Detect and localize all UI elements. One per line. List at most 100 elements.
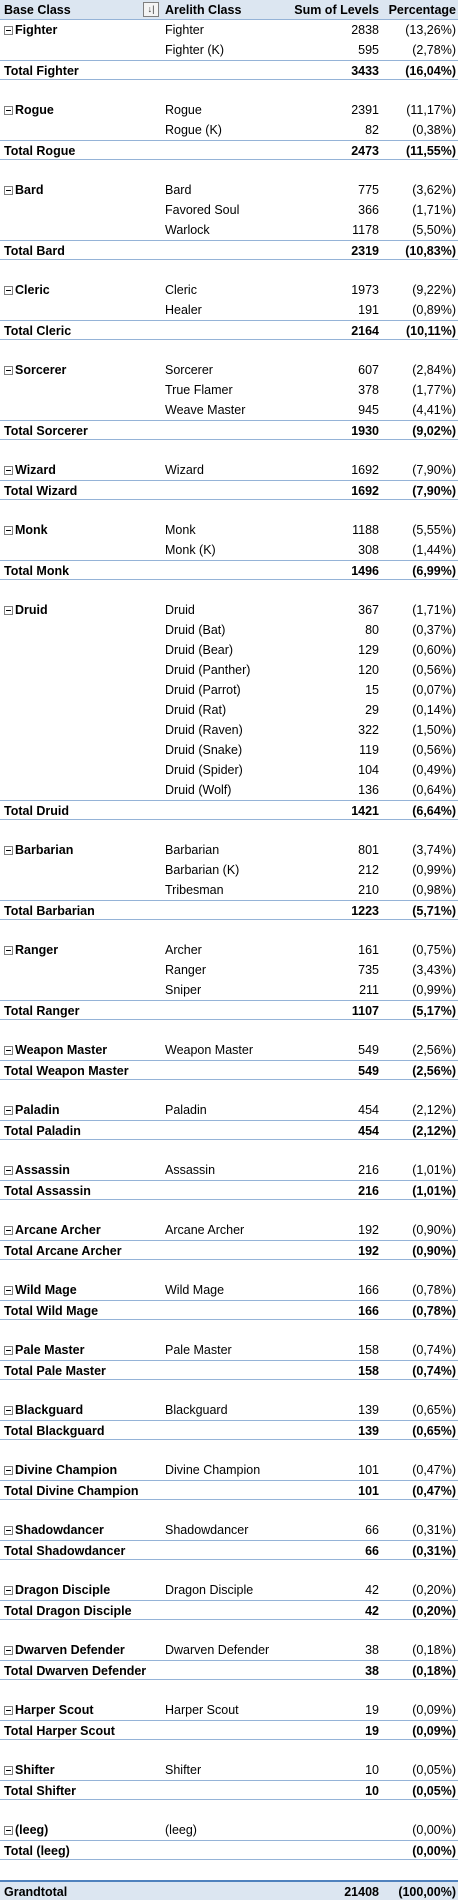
collapse-toggle-icon[interactable] — [4, 946, 13, 956]
base-class-label: Paladin — [15, 1103, 60, 1117]
collapse-toggle-icon[interactable] — [4, 106, 13, 116]
collapse-toggle-icon[interactable] — [4, 606, 13, 616]
base-class-cell: Sorcerer — [4, 360, 164, 380]
collapse-toggle-icon[interactable] — [4, 1586, 13, 1596]
collapse-toggle-icon[interactable] — [4, 286, 13, 296]
group-total-label: Total Shifter — [4, 1784, 76, 1798]
base-class-cell: Wild Mage — [4, 1280, 164, 1300]
group-row: (leeg) (leeg) (0,00%) — [0, 1820, 458, 1840]
group-total-row: Total (leeg) (0,00%) — [0, 1840, 458, 1860]
filter-dropdown-icon[interactable]: ↓| — [143, 2, 159, 17]
header-base-class[interactable]: Base Class — [4, 3, 71, 17]
arelith-class-cell: (leeg) — [165, 1823, 197, 1837]
group-total-label: Total Paladin — [4, 1124, 81, 1138]
percentage-cell: (0,31%) — [412, 1523, 456, 1537]
group-total-percentage: (0,65%) — [412, 1424, 456, 1438]
arelith-class-cell: Druid (Parrot) — [165, 683, 241, 697]
percentage-cell: (0,49%) — [412, 763, 456, 777]
percentage-cell: (1,01%) — [412, 1163, 456, 1177]
base-class-cell: Rogue — [4, 100, 164, 120]
arelith-class-cell: Druid (Raven) — [165, 723, 243, 737]
percentage-cell: (3,43%) — [412, 963, 456, 977]
collapse-toggle-icon[interactable] — [4, 846, 13, 856]
item-row: Druid (Snake) 119 (0,56%) — [0, 740, 458, 760]
arelith-class-cell: Paladin — [165, 1103, 207, 1117]
item-row: Warlock 1178 (5,50%) — [0, 220, 458, 240]
base-class-cell: Blackguard — [4, 1400, 164, 1420]
collapse-toggle-icon[interactable] — [4, 26, 13, 36]
group-total-sum: 2473 — [351, 144, 379, 158]
group-total-percentage: (0,74%) — [412, 1364, 456, 1378]
collapse-toggle-icon[interactable] — [4, 1766, 13, 1776]
base-class-cell: Dwarven Defender — [4, 1640, 164, 1660]
group-spacer — [0, 1320, 458, 1340]
percentage-cell: (0,37%) — [412, 623, 456, 637]
percentage-cell: (0,20%) — [412, 1583, 456, 1597]
arelith-class-cell: Weapon Master — [165, 1043, 254, 1057]
sum-of-levels-cell: 607 — [358, 363, 379, 377]
collapse-toggle-icon[interactable] — [4, 366, 13, 376]
arelith-class-cell: Shifter — [165, 1763, 202, 1777]
base-class-label: (leeg) — [15, 1823, 49, 1837]
collapse-toggle-icon[interactable] — [4, 1286, 13, 1296]
header-arelith-class[interactable]: Arelith Class — [165, 3, 242, 17]
percentage-cell: (13,26%) — [405, 23, 456, 37]
group-total-percentage: (9,02%) — [412, 424, 456, 438]
item-row: Monk (K) 308 (1,44%) — [0, 540, 458, 560]
arelith-class-cell: Pale Master — [165, 1343, 232, 1357]
group-total-row: Total Cleric 2164 (10,11%) — [0, 320, 458, 340]
collapse-toggle-icon[interactable] — [4, 1166, 13, 1176]
collapse-toggle-icon[interactable] — [4, 1046, 13, 1056]
base-class-label: Shifter — [15, 1763, 55, 1777]
collapse-toggle-icon[interactable] — [4, 186, 13, 196]
sum-of-levels-cell: 166 — [358, 1283, 379, 1297]
base-class-cell: (leeg) — [4, 1820, 164, 1840]
header-sum-of-levels[interactable]: Sum of Levels — [294, 3, 379, 17]
collapse-toggle-icon[interactable] — [4, 1226, 13, 1236]
group-total-percentage: (0,00%) — [412, 1844, 456, 1858]
item-row: Druid (Rat) 29 (0,14%) — [0, 700, 458, 720]
group-total-label: Total Wizard — [4, 484, 78, 498]
group-total-label: Total Ranger — [4, 1004, 80, 1018]
percentage-cell: (0,14%) — [412, 703, 456, 717]
base-class-cell: Cleric — [4, 280, 164, 300]
sum-of-levels-cell: 38 — [365, 1643, 379, 1657]
group-spacer — [0, 1800, 458, 1820]
group-total-row: Total Assassin 216 (1,01%) — [0, 1180, 458, 1200]
group-total-row: Total Rogue 2473 (11,55%) — [0, 140, 458, 160]
base-class-label: Fighter — [15, 23, 58, 37]
group-total-label: Total Arcane Archer — [4, 1244, 122, 1258]
group-row: Rogue Rogue 2391 (11,17%) — [0, 100, 458, 120]
arelith-class-cell: Favored Soul — [165, 203, 240, 217]
arelith-class-cell: Monk (K) — [165, 543, 216, 557]
group-spacer — [0, 1620, 458, 1640]
collapse-toggle-icon[interactable] — [4, 1466, 13, 1476]
group-row: Wizard Wizard 1692 (7,90%) — [0, 460, 458, 480]
collapse-toggle-icon[interactable] — [4, 526, 13, 536]
grand-total-sum: 21408 — [344, 1885, 379, 1899]
base-class-label: Barbarian — [15, 843, 74, 857]
collapse-toggle-icon[interactable] — [4, 1526, 13, 1536]
collapse-toggle-icon[interactable] — [4, 1346, 13, 1356]
sum-of-levels-cell: 42 — [365, 1583, 379, 1597]
base-class-cell: Arcane Archer — [4, 1220, 164, 1240]
collapse-toggle-icon[interactable] — [4, 1826, 13, 1836]
collapse-toggle-icon[interactable] — [4, 1706, 13, 1716]
collapse-toggle-icon[interactable] — [4, 1646, 13, 1656]
sum-of-levels-cell: 211 — [359, 983, 379, 997]
group-total-row: Total Pale Master 158 (0,74%) — [0, 1360, 458, 1380]
collapse-toggle-icon[interactable] — [4, 466, 13, 476]
collapse-toggle-icon[interactable] — [4, 1406, 13, 1416]
group-row: Shifter Shifter 10 (0,05%) — [0, 1760, 458, 1780]
collapse-toggle-icon[interactable] — [4, 1106, 13, 1116]
group-row: Harper Scout Harper Scout 19 (0,09%) — [0, 1700, 458, 1720]
group-total-row: Total Blackguard 139 (0,65%) — [0, 1420, 458, 1440]
group-total-label: Total Bard — [4, 244, 65, 258]
group-total-label: Total Shadowdancer — [4, 1544, 126, 1558]
arelith-class-cell: Healer — [165, 303, 202, 317]
group-row: Blackguard Blackguard 139 (0,65%) — [0, 1400, 458, 1420]
arelith-class-cell: Warlock — [165, 223, 210, 237]
header-percentage[interactable]: Percentage — [388, 3, 456, 17]
group-total-row: Total Sorcerer 1930 (9,02%) — [0, 420, 458, 440]
percentage-cell: (0,09%) — [412, 1703, 456, 1717]
